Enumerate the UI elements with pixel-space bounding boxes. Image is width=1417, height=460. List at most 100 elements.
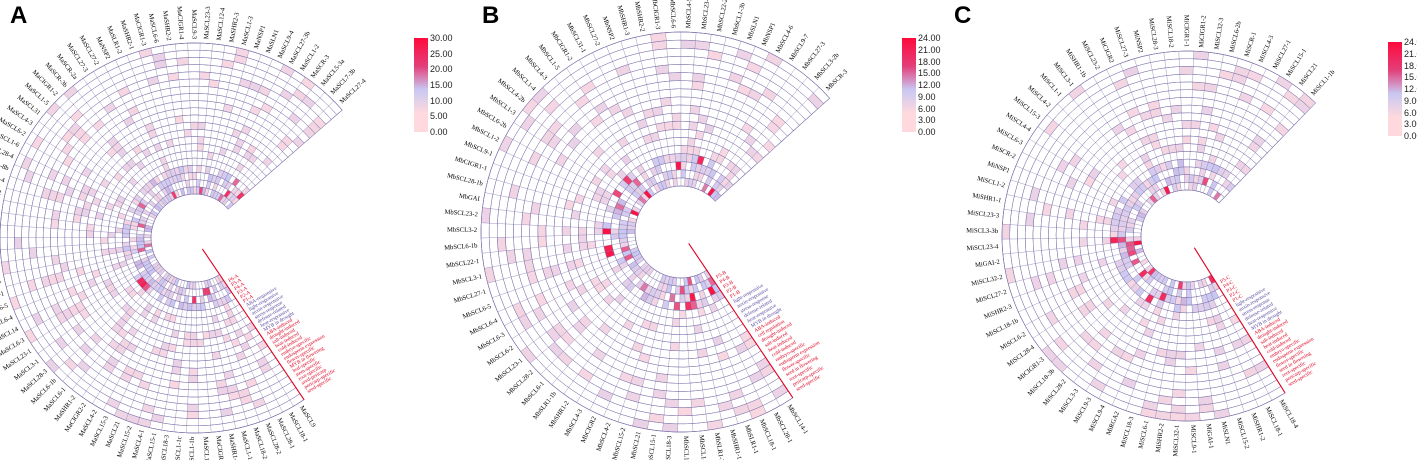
heatmap-cell bbox=[1204, 82, 1218, 93]
heatmap-cell bbox=[703, 270, 712, 280]
gene-label: MaSCL1-1 bbox=[239, 430, 253, 460]
heatmap-cell bbox=[164, 178, 172, 187]
heatmap-cell bbox=[183, 165, 189, 174]
gene-label: MbSCL21 bbox=[630, 431, 643, 460]
grid-spoke bbox=[217, 275, 294, 407]
heatmap-cell bbox=[1238, 91, 1254, 104]
colorbar-tick: 15.00 bbox=[1404, 72, 1417, 83]
grid-spoke bbox=[53, 268, 164, 373]
heatmap-cell bbox=[122, 223, 131, 230]
gene-label: MaSCL21 bbox=[105, 420, 122, 448]
grid-spoke bbox=[204, 47, 238, 196]
heatmap-cell bbox=[631, 250, 641, 258]
grid-spoke bbox=[505, 135, 641, 211]
heatmap-cell bbox=[627, 272, 638, 283]
heatmap-cell bbox=[147, 278, 156, 287]
heatmap-cell bbox=[128, 177, 138, 187]
row-label: P4-B bbox=[719, 274, 732, 285]
heatmap-cell bbox=[288, 112, 301, 125]
colorbar-tick: 18.00 bbox=[1404, 60, 1417, 71]
heatmap-cell bbox=[580, 80, 596, 95]
grid-spoke bbox=[14, 164, 155, 222]
heatmap-cell bbox=[29, 247, 38, 259]
heatmap-cell bbox=[165, 169, 173, 179]
heatmap-cell bbox=[143, 262, 152, 270]
heatmap-cell bbox=[209, 189, 216, 198]
circular-heatmap: MbSCL14-1MbSCL28-1MbSCL18-1MbSLR1-1MbSHR… bbox=[444, 0, 850, 460]
heatmap-cell bbox=[715, 290, 725, 301]
heatmap-cell bbox=[146, 181, 155, 190]
heatmap-cell bbox=[550, 264, 562, 277]
grid-spoke bbox=[551, 266, 652, 385]
heatmap-cell bbox=[1135, 215, 1145, 223]
grid-spoke bbox=[81, 273, 170, 398]
heatmap-cell bbox=[197, 143, 204, 152]
grid-spoke bbox=[540, 264, 649, 375]
heatmap-cell bbox=[691, 154, 699, 164]
grid-spoke bbox=[1215, 92, 1305, 201]
grid-spoke bbox=[1193, 281, 1216, 419]
grid-spoke bbox=[1155, 281, 1180, 419]
heatmap-cell bbox=[234, 54, 248, 65]
heatmap-cell bbox=[637, 270, 647, 280]
heatmap-cell bbox=[1134, 186, 1144, 196]
gene-label: MiSCR-1 bbox=[1243, 31, 1258, 58]
grid-spoke bbox=[138, 51, 183, 196]
row-label: P4-A bbox=[233, 281, 246, 292]
heatmap-cell bbox=[1148, 132, 1159, 143]
gene-label: MiSCL27-2 bbox=[975, 289, 1008, 305]
heatmap-cell bbox=[1132, 274, 1142, 284]
heatmap-cell bbox=[191, 303, 197, 311]
heatmap-cell bbox=[138, 379, 151, 390]
heatmap-cell bbox=[638, 183, 647, 193]
heatmap-cell bbox=[143, 234, 152, 238]
gene-label: MiCIGR1-1 bbox=[1183, 15, 1190, 47]
heatmap-cell bbox=[1154, 272, 1162, 281]
heatmap-cell bbox=[1190, 281, 1196, 290]
grid-spoke bbox=[150, 48, 186, 196]
heatmap-cell bbox=[151, 346, 161, 356]
heatmap-cell bbox=[733, 403, 750, 416]
grid-spoke bbox=[1008, 247, 1143, 284]
heatmap-cell bbox=[301, 95, 316, 109]
heatmap-cell bbox=[755, 357, 771, 371]
heatmap-cell bbox=[119, 338, 131, 349]
gene-label: MbNSP2 bbox=[601, 16, 616, 41]
gene-label: MiSCL23-4 bbox=[966, 243, 999, 252]
grid-spoke bbox=[687, 277, 709, 431]
heatmap-cell bbox=[636, 118, 648, 130]
gene-label: MaSCL23-3 bbox=[203, 6, 212, 40]
grid-spoke bbox=[707, 67, 796, 195]
heatmap-cell bbox=[156, 293, 165, 303]
heatmap-cell bbox=[217, 386, 229, 396]
heatmap-cell bbox=[567, 136, 581, 150]
heatmap-cell bbox=[1172, 389, 1186, 398]
gene-label: MiSCR-2 bbox=[990, 143, 1016, 160]
grid-spoke bbox=[217, 70, 295, 201]
heatmap-cell bbox=[715, 183, 724, 193]
heatmap-cell bbox=[631, 190, 641, 200]
grid-spoke bbox=[201, 45, 226, 195]
heatmap-cell bbox=[106, 397, 121, 409]
grid-spoke bbox=[1, 243, 152, 263]
heatmap-cell bbox=[1149, 287, 1158, 297]
heatmap-cell bbox=[601, 278, 612, 289]
heatmap-cell bbox=[95, 212, 104, 220]
heatmap-cell bbox=[1254, 360, 1269, 373]
heatmap-cell bbox=[717, 350, 730, 362]
row-label: P2-C bbox=[1229, 288, 1242, 299]
heatmap-cell bbox=[61, 142, 74, 156]
heatmap-cell bbox=[205, 166, 211, 174]
heatmap-cell bbox=[497, 237, 507, 252]
grid-spoke bbox=[1098, 276, 1166, 399]
panel-letter: B bbox=[482, 2, 500, 29]
grid-spoke bbox=[1212, 83, 1293, 199]
heatmap-cell bbox=[134, 209, 143, 217]
gene-label: MiGAI-1 bbox=[1205, 423, 1215, 449]
heatmap-cell bbox=[547, 134, 562, 150]
heatmap-cell bbox=[136, 241, 145, 246]
heatmap-cell bbox=[697, 348, 708, 358]
heatmap-cell bbox=[542, 266, 554, 280]
row-label: P2-B bbox=[726, 284, 739, 295]
grid-spoke bbox=[1203, 62, 1253, 194]
